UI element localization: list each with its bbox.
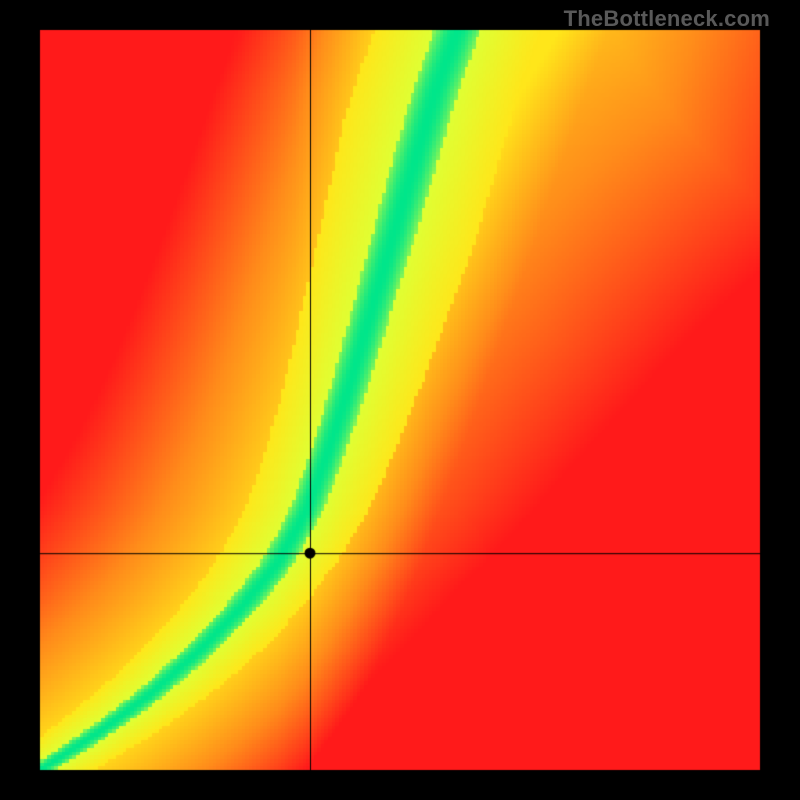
bottleneck-heatmap: [0, 0, 800, 800]
chart-container: { "watermark": { "text": "TheBottleneck.…: [0, 0, 800, 800]
watermark-text: TheBottleneck.com: [564, 6, 770, 32]
